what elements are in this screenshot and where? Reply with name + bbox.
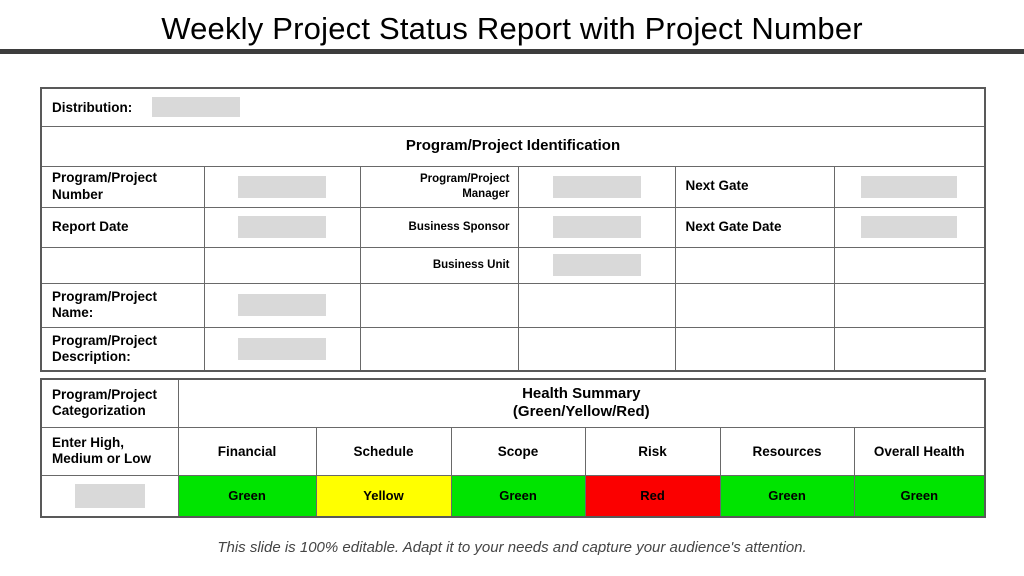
project-manager-placeholder-box[interactable] [552,175,641,198]
empty-cell [359,326,519,372]
column-header-resources: Resources [719,426,855,476]
project-description-placeholder-box[interactable] [238,337,326,360]
distribution-row: Distribution: [40,87,986,127]
table-row: Report Date Business Sponsor Next Gate D… [40,206,986,248]
column-header-risk: Risk [584,426,721,476]
column-header-scope: Scope [450,426,586,476]
distribution-label: Distribution: [52,100,133,116]
status-cell-scope[interactable]: Green [450,474,586,518]
empty-cell [674,246,835,284]
status-cell-schedule[interactable]: Yellow [315,474,452,518]
categorization-value-cell [40,474,179,518]
status-cell-resources[interactable]: Green [719,474,855,518]
report-date-value-cell [203,206,361,248]
next-gate-value-cell [833,165,986,208]
section-header-row: Program/Project Identification [40,125,986,167]
column-header-schedule: Schedule [315,426,452,476]
next-gate-date-value-cell [833,206,986,248]
empty-cell [359,282,519,328]
status-cell-risk[interactable]: Red [584,474,721,518]
health-summary-header-row: Program/Project Categorization Health Su… [40,378,986,428]
table-row: Program/Project Description: [40,326,986,372]
status-cell-financial[interactable]: Green [177,474,317,518]
report-date-placeholder-box[interactable] [238,216,326,238]
business-unit-value-cell [517,246,676,284]
business-sponsor-value-cell [517,206,676,248]
next-gate-placeholder-box[interactable] [861,175,958,198]
empty-cell [833,246,986,284]
health-summary-title-cell: Health Summary (Green/Yellow/Red) [177,378,986,428]
report-date-label: Report Date [40,206,205,248]
editable-note: This slide is 100% editable. Adapt it to… [217,539,807,556]
section-header-cell: Program/Project Identification [40,125,986,167]
empty-cell [833,326,986,372]
project-manager-value-cell [517,165,676,208]
project-description-value-cell [203,326,361,372]
project-number-label: Program/Project Number [40,165,205,208]
project-number-placeholder-box[interactable] [238,175,326,198]
empty-cell [203,246,361,284]
business-sponsor-label: Business Sponsor [359,206,519,248]
distribution-cell: Distribution: [40,87,986,127]
status-row: Green Yellow Green Red Green Green [40,474,986,518]
page-title: Weekly Project Status Report with Projec… [161,11,863,46]
project-name-value-cell [203,282,361,328]
status-cell-overall-health[interactable]: Green [853,474,986,518]
categorization-placeholder-box[interactable] [74,483,145,508]
table-row: Program/Project Number Program/Project M… [40,165,986,208]
categorization-label: Program/Project Categorization [40,378,179,428]
next-gate-date-label: Next Gate Date [674,206,835,248]
business-unit-placeholder-box[interactable] [552,254,641,276]
empty-cell [517,326,676,372]
distribution-placeholder-box[interactable] [152,97,241,118]
business-sponsor-placeholder-box[interactable] [552,216,641,238]
project-number-value-cell [203,165,361,208]
enter-level-label: Enter High, Medium or Low [40,426,179,476]
empty-cell [674,326,835,372]
report-body: Distribution: Program/Project Identifica… [40,87,987,556]
column-header-financial: Financial [177,426,317,476]
health-summary-subtitle: (Green/Yellow/Red) [512,403,650,421]
project-name-label: Program/Project Name: [40,282,205,328]
column-header-overall-health: Overall Health [853,426,986,476]
table-row: Business Unit [40,246,986,284]
title-divider-rule [0,49,1024,54]
business-unit-label: Business Unit [359,246,519,284]
health-summary-title: Health Summary [522,384,641,402]
project-description-label: Program/Project Description: [40,326,205,372]
empty-cell [833,282,986,328]
health-columns-row: Enter High, Medium or Low Financial Sche… [40,426,986,476]
health-summary-table: Program/Project Categorization Health Su… [40,378,987,518]
project-name-placeholder-box[interactable] [238,294,326,316]
table-row: Program/Project Name: [40,282,986,328]
empty-cell [517,282,676,328]
project-manager-label: Program/Project Manager [359,165,519,208]
identification-table: Distribution: Program/Project Identifica… [40,87,987,372]
empty-cell [674,282,835,328]
next-gate-label: Next Gate [674,165,835,208]
next-gate-date-placeholder-box[interactable] [861,216,958,238]
empty-cell [40,246,205,284]
